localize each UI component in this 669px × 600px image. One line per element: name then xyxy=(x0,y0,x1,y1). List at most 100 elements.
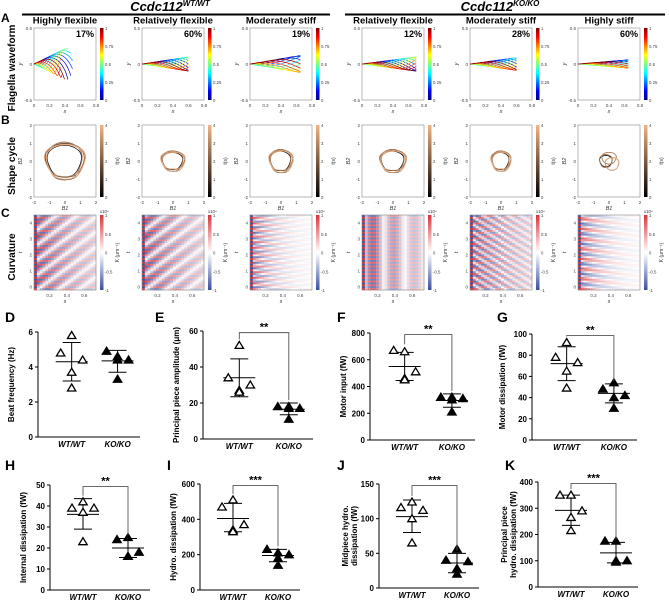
curvature-cell xyxy=(93,256,97,259)
curvature-cell xyxy=(297,216,302,220)
curvature-cell xyxy=(286,231,290,235)
curvature-cell xyxy=(164,226,168,229)
curvature-cell xyxy=(526,235,530,238)
curvature-cell xyxy=(53,239,57,242)
curvature-cell xyxy=(523,273,527,276)
curvature-cell xyxy=(286,276,290,280)
curvature-cell xyxy=(161,224,165,227)
curvature-cell xyxy=(150,243,154,246)
curvature-cell xyxy=(56,284,60,287)
curvature-cell xyxy=(484,245,488,248)
curvature-cell xyxy=(167,275,171,278)
curvature-cell xyxy=(478,233,482,236)
curvature-cell xyxy=(376,252,380,255)
curvature-cell xyxy=(144,231,148,235)
curvature-cell xyxy=(50,226,55,229)
curvature-cell xyxy=(144,252,148,255)
curvature-cell xyxy=(198,216,202,220)
curvature-cell xyxy=(275,246,279,250)
curvature-cell xyxy=(261,267,265,270)
curvature-cell xyxy=(481,245,485,248)
curvature-cell xyxy=(390,216,394,220)
curvature-cell xyxy=(295,243,299,246)
curvature-cell xyxy=(384,260,388,263)
curvature-cell xyxy=(45,275,49,278)
curvature-cell xyxy=(170,269,174,272)
curvature-cell xyxy=(269,254,273,257)
curvature-cell xyxy=(492,216,496,220)
x-axis-label: s xyxy=(172,299,175,305)
curvature-cell xyxy=(286,224,290,227)
curvature-cell xyxy=(415,230,419,233)
curvature-cell xyxy=(70,254,74,257)
curvature-cell xyxy=(292,286,296,289)
curvature-cell xyxy=(48,228,52,231)
curvature-cell xyxy=(178,286,182,289)
curvature-cell xyxy=(153,220,157,223)
curvature-cell xyxy=(87,260,91,263)
curvature-cell xyxy=(526,286,530,289)
curvature-cell xyxy=(164,250,168,253)
shape-cycle-loop xyxy=(160,151,186,170)
curvature-cell xyxy=(269,271,273,274)
curvature-cell xyxy=(144,224,148,227)
curvature-cell xyxy=(289,278,293,281)
curvature-cell xyxy=(178,222,182,225)
curvature-cell xyxy=(53,284,57,287)
curvature-cell xyxy=(258,276,262,280)
curvature-cell xyxy=(187,288,191,291)
curvature-cell xyxy=(158,243,163,246)
curvature-cell xyxy=(48,280,52,283)
curvature-cell xyxy=(178,269,182,272)
curvature-cell xyxy=(409,215,414,218)
curvature-cell xyxy=(153,224,157,227)
curvature-cell xyxy=(509,258,513,261)
gene-name: Ccdc112 xyxy=(461,0,514,14)
curvature-cell xyxy=(198,275,202,278)
curvature-cell xyxy=(492,271,496,274)
curvature-cell xyxy=(278,254,282,257)
curvature-cell xyxy=(93,231,97,235)
curvature-cell xyxy=(255,260,259,263)
curvature-cell xyxy=(297,235,302,238)
curvature-cell xyxy=(283,235,287,238)
curvature-cell xyxy=(144,245,148,248)
curvature-cell xyxy=(300,248,304,251)
curvature-cell xyxy=(495,248,499,251)
curvature-cell xyxy=(421,269,425,272)
curvature-cell xyxy=(484,288,488,291)
curvature-cell xyxy=(187,243,191,246)
curvature-cell xyxy=(62,246,66,250)
curvature-cell xyxy=(364,215,368,218)
curvature-cell xyxy=(303,231,307,235)
curvature-cell xyxy=(283,243,287,246)
curvature-cell xyxy=(158,220,163,223)
curvature-cell xyxy=(192,276,196,280)
curvature-cell xyxy=(306,252,310,255)
curvature-cell xyxy=(53,235,57,238)
curvature-cell xyxy=(503,239,507,242)
curvature-cell xyxy=(81,284,86,287)
curvature-cell xyxy=(523,218,527,221)
curvature-cell xyxy=(70,284,74,287)
curvature-cell xyxy=(150,235,154,238)
curvature-cell xyxy=(501,237,505,240)
curvature-cell xyxy=(404,248,408,251)
curvature-cell xyxy=(45,220,49,223)
colorbar-label: t(s) xyxy=(115,157,121,165)
curvature-cell xyxy=(520,280,524,283)
curvature-cell xyxy=(292,241,296,244)
curvature-cell xyxy=(170,235,174,238)
curvature-cell xyxy=(489,231,493,235)
curvature-cell xyxy=(90,260,94,263)
curvature-cell xyxy=(156,226,160,229)
x-tick-label: 0 xyxy=(33,103,36,108)
x-tick-label: 0.2 xyxy=(46,103,53,108)
curvature-cell xyxy=(597,218,601,221)
y-tick-label: -0.5 xyxy=(568,98,576,103)
curvature-cell xyxy=(90,267,94,270)
curvature-cell xyxy=(364,233,368,236)
curvature-cell xyxy=(181,222,185,225)
curvature-cell xyxy=(158,271,163,274)
